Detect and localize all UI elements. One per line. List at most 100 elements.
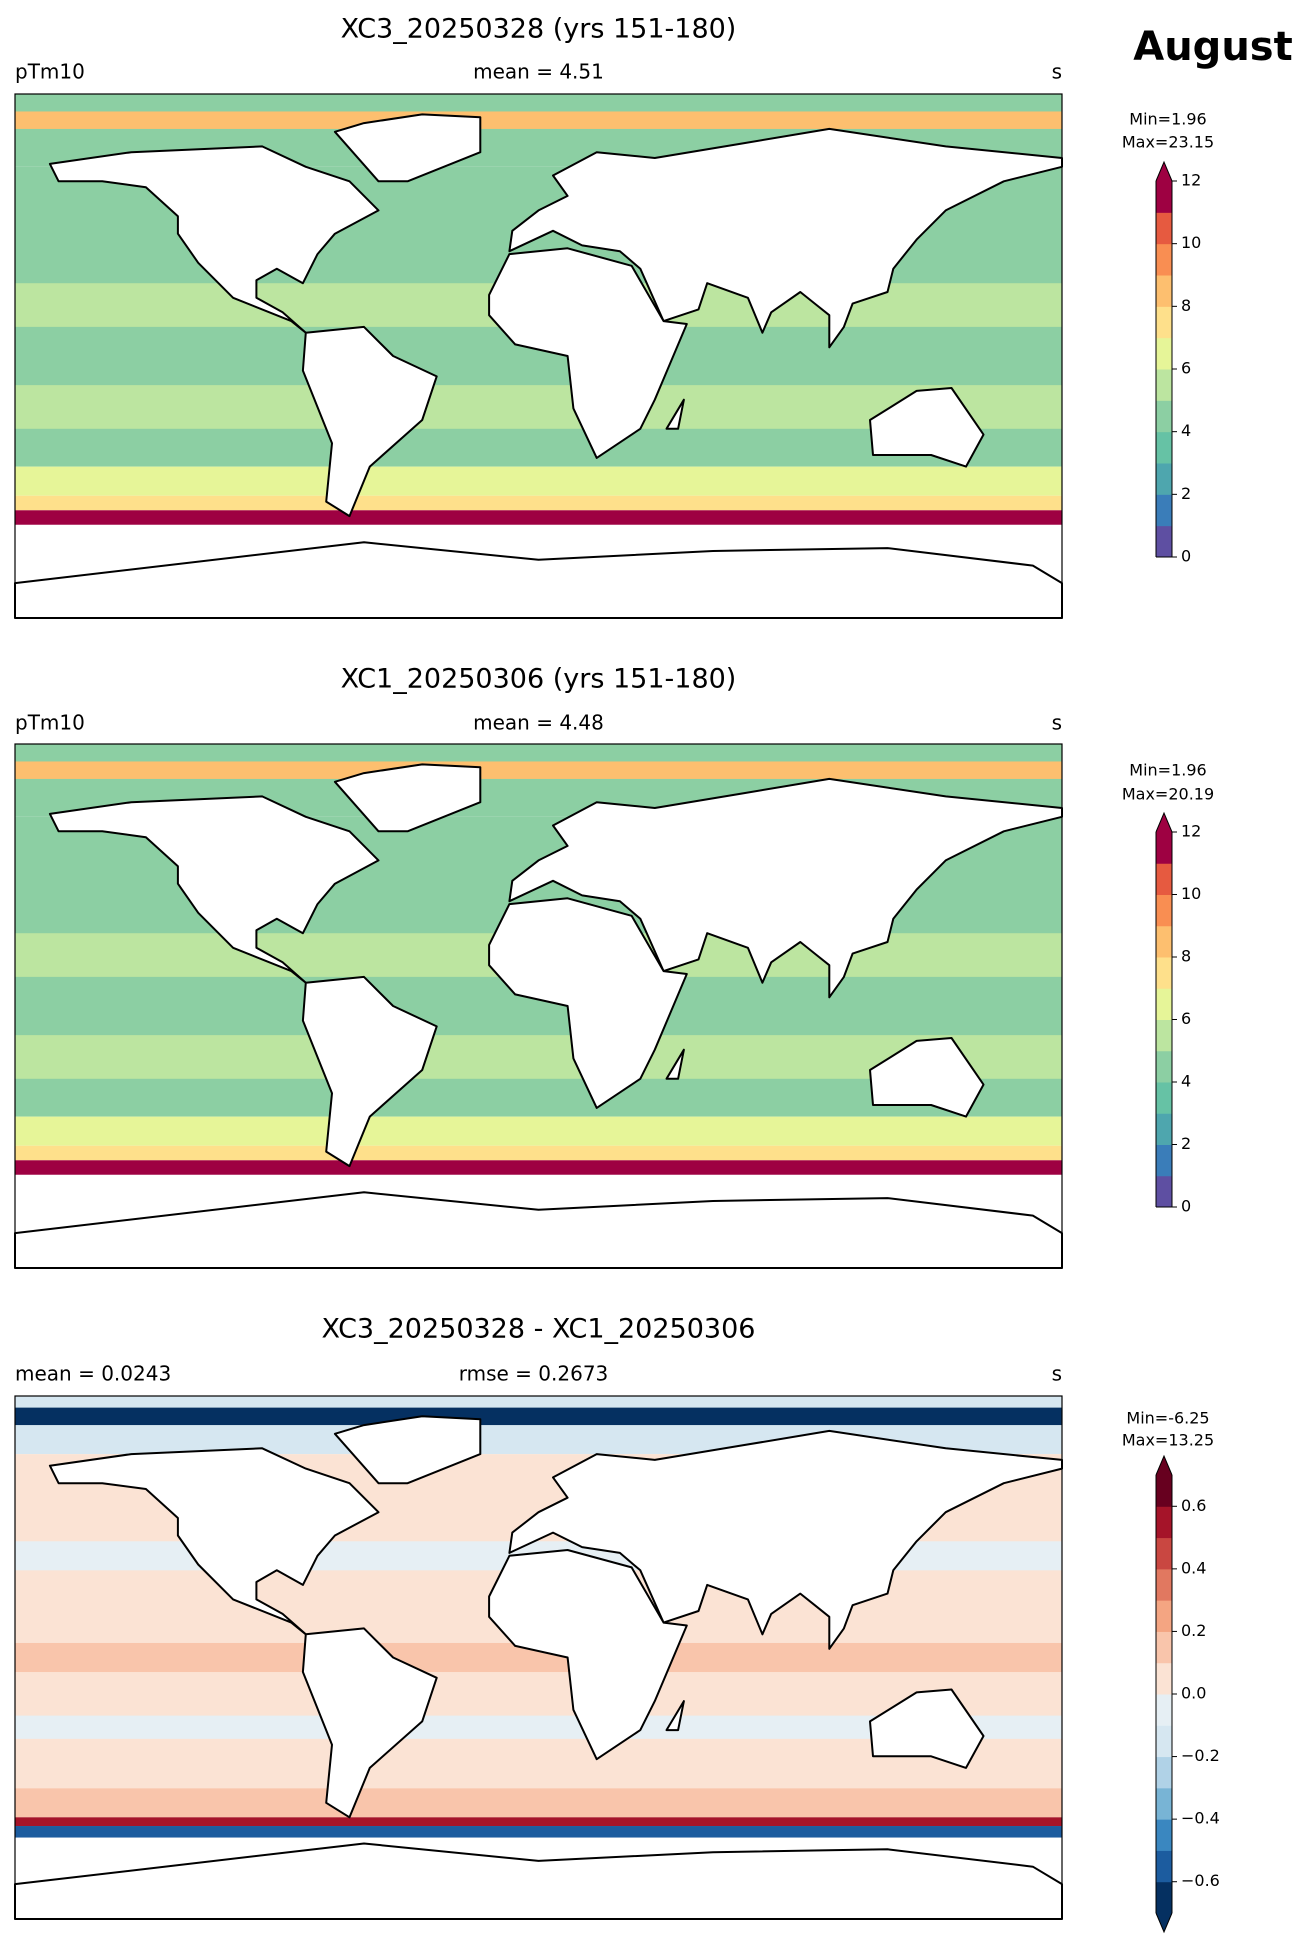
colorbar-tick-label: −0.6	[1181, 1871, 1220, 1890]
colorbar-tick-label: 4	[1181, 421, 1191, 440]
min-label: Min=-6.25	[1126, 1409, 1209, 1428]
colorbar-tick-label: 4	[1181, 1072, 1191, 1091]
colorbar-segment	[1156, 894, 1172, 927]
panel-title: XC3_20250328 (yrs 151-180)	[341, 14, 737, 45]
land	[301, 975, 438, 1168]
colorbar-segment	[1156, 1725, 1172, 1758]
colorbar-segment	[1156, 337, 1172, 370]
panel-title: XC3_20250328 - XC1_20250306	[322, 1314, 756, 1345]
center-label: mean = 4.51	[473, 60, 604, 84]
land	[665, 1048, 685, 1080]
field	[15, 111, 1062, 129]
colorbar-extend	[1156, 813, 1172, 832]
colorbar-segment	[1156, 306, 1172, 339]
colorbar-segment	[1156, 1144, 1172, 1177]
land	[301, 325, 438, 518]
left-label: mean = 0.0243	[15, 1362, 171, 1386]
unit-label: s	[1052, 60, 1062, 84]
land	[48, 1447, 380, 1636]
field	[15, 495, 1062, 511]
land	[488, 1549, 688, 1761]
land	[869, 1037, 985, 1118]
left-label: pTm10	[15, 60, 85, 84]
colorbar-segment	[1156, 400, 1172, 433]
unit-label: s	[1052, 1362, 1062, 1386]
map	[14, 744, 1063, 1269]
map-frame	[14, 743, 1063, 1269]
land	[665, 398, 685, 430]
map-frame	[14, 1395, 1063, 1920]
colorbar-tick-label: 8	[1181, 296, 1191, 315]
colorbar-tick-label: 12	[1181, 171, 1201, 190]
colorbar-tick-label: 10	[1181, 884, 1201, 903]
land	[508, 1429, 1063, 1650]
max-label: Max=13.25	[1122, 1431, 1214, 1450]
left-label: pTm10	[15, 711, 85, 735]
colorbar-segment	[1156, 1082, 1172, 1114]
colorbar-segment	[1156, 832, 1172, 864]
colorbar-tick-label: −0.4	[1181, 1809, 1220, 1828]
colorbar-extend	[1156, 1913, 1172, 1932]
max-label: Max=20.19	[1122, 785, 1214, 804]
colorbar-segment	[1156, 957, 1172, 989]
colorbar-segment	[1156, 1537, 1172, 1570]
land	[869, 387, 985, 468]
colorbar-segment	[1156, 431, 1172, 464]
colorbar-segment	[1156, 1568, 1172, 1601]
colorbar-segment	[1156, 1631, 1172, 1664]
unit-label: s	[1052, 711, 1062, 735]
colorbar-segment	[1156, 525, 1172, 558]
colorbar-segment	[1156, 988, 1172, 1020]
field	[15, 1826, 1062, 1838]
field	[15, 1817, 1062, 1827]
colorbar-tick-label: 0.0	[1181, 1684, 1206, 1703]
colorbar-segment	[1156, 1694, 1172, 1726]
colorbar-tick-label: 12	[1181, 822, 1201, 841]
colorbar-segment	[1156, 1506, 1172, 1539]
colorbar-segment	[1156, 1819, 1172, 1851]
colorbar-tick-label: 6	[1181, 359, 1191, 378]
land	[333, 1415, 482, 1485]
land	[869, 1688, 985, 1769]
colorbar-tick-label: 0	[1181, 1197, 1191, 1216]
land	[665, 1700, 685, 1732]
field	[15, 1160, 1062, 1175]
colorbar-segment	[1156, 863, 1172, 895]
land	[488, 897, 688, 1109]
colorbar-tick-label: 0.6	[1181, 1496, 1206, 1515]
colorbar-segment	[1156, 1881, 1172, 1914]
min-label: Min=1.96	[1129, 761, 1206, 780]
field	[15, 1407, 1062, 1426]
land	[333, 763, 482, 833]
colorbar-segment	[1156, 369, 1172, 401]
colorbar-segment	[1156, 1756, 1172, 1789]
map	[14, 94, 1063, 619]
field	[15, 761, 1062, 779]
map-frame	[14, 93, 1063, 619]
colorbar-tick-label: 0	[1181, 547, 1191, 566]
colorbar-segment	[1156, 463, 1172, 495]
colorbar-segment	[1156, 1662, 1172, 1695]
land	[301, 1627, 438, 1819]
field	[15, 1116, 1062, 1146]
land	[508, 127, 1063, 349]
colorbar-tick-label: 2	[1181, 1134, 1191, 1153]
colorbar-segment	[1156, 1175, 1172, 1208]
center-label: mean = 4.48	[473, 711, 604, 735]
colorbar-tick-label: 0.2	[1181, 1621, 1206, 1640]
map	[14, 1396, 1063, 1920]
panel-title: XC1_20250306 (yrs 151-180)	[341, 664, 737, 695]
field	[15, 510, 1062, 525]
max-label: Max=23.15	[1122, 133, 1214, 152]
colorbar-segment	[1156, 925, 1172, 958]
colorbar-extend	[1156, 162, 1172, 181]
colorbar-tick-label: 2	[1181, 484, 1191, 503]
colorbar-segment	[1156, 181, 1172, 213]
land	[508, 777, 1063, 999]
field	[15, 1788, 1062, 1818]
colorbar-segment	[1156, 275, 1172, 307]
colorbar-tick-label: 10	[1181, 233, 1201, 252]
colorbar-segment	[1156, 1019, 1172, 1052]
colorbar-segment	[1156, 1600, 1172, 1632]
